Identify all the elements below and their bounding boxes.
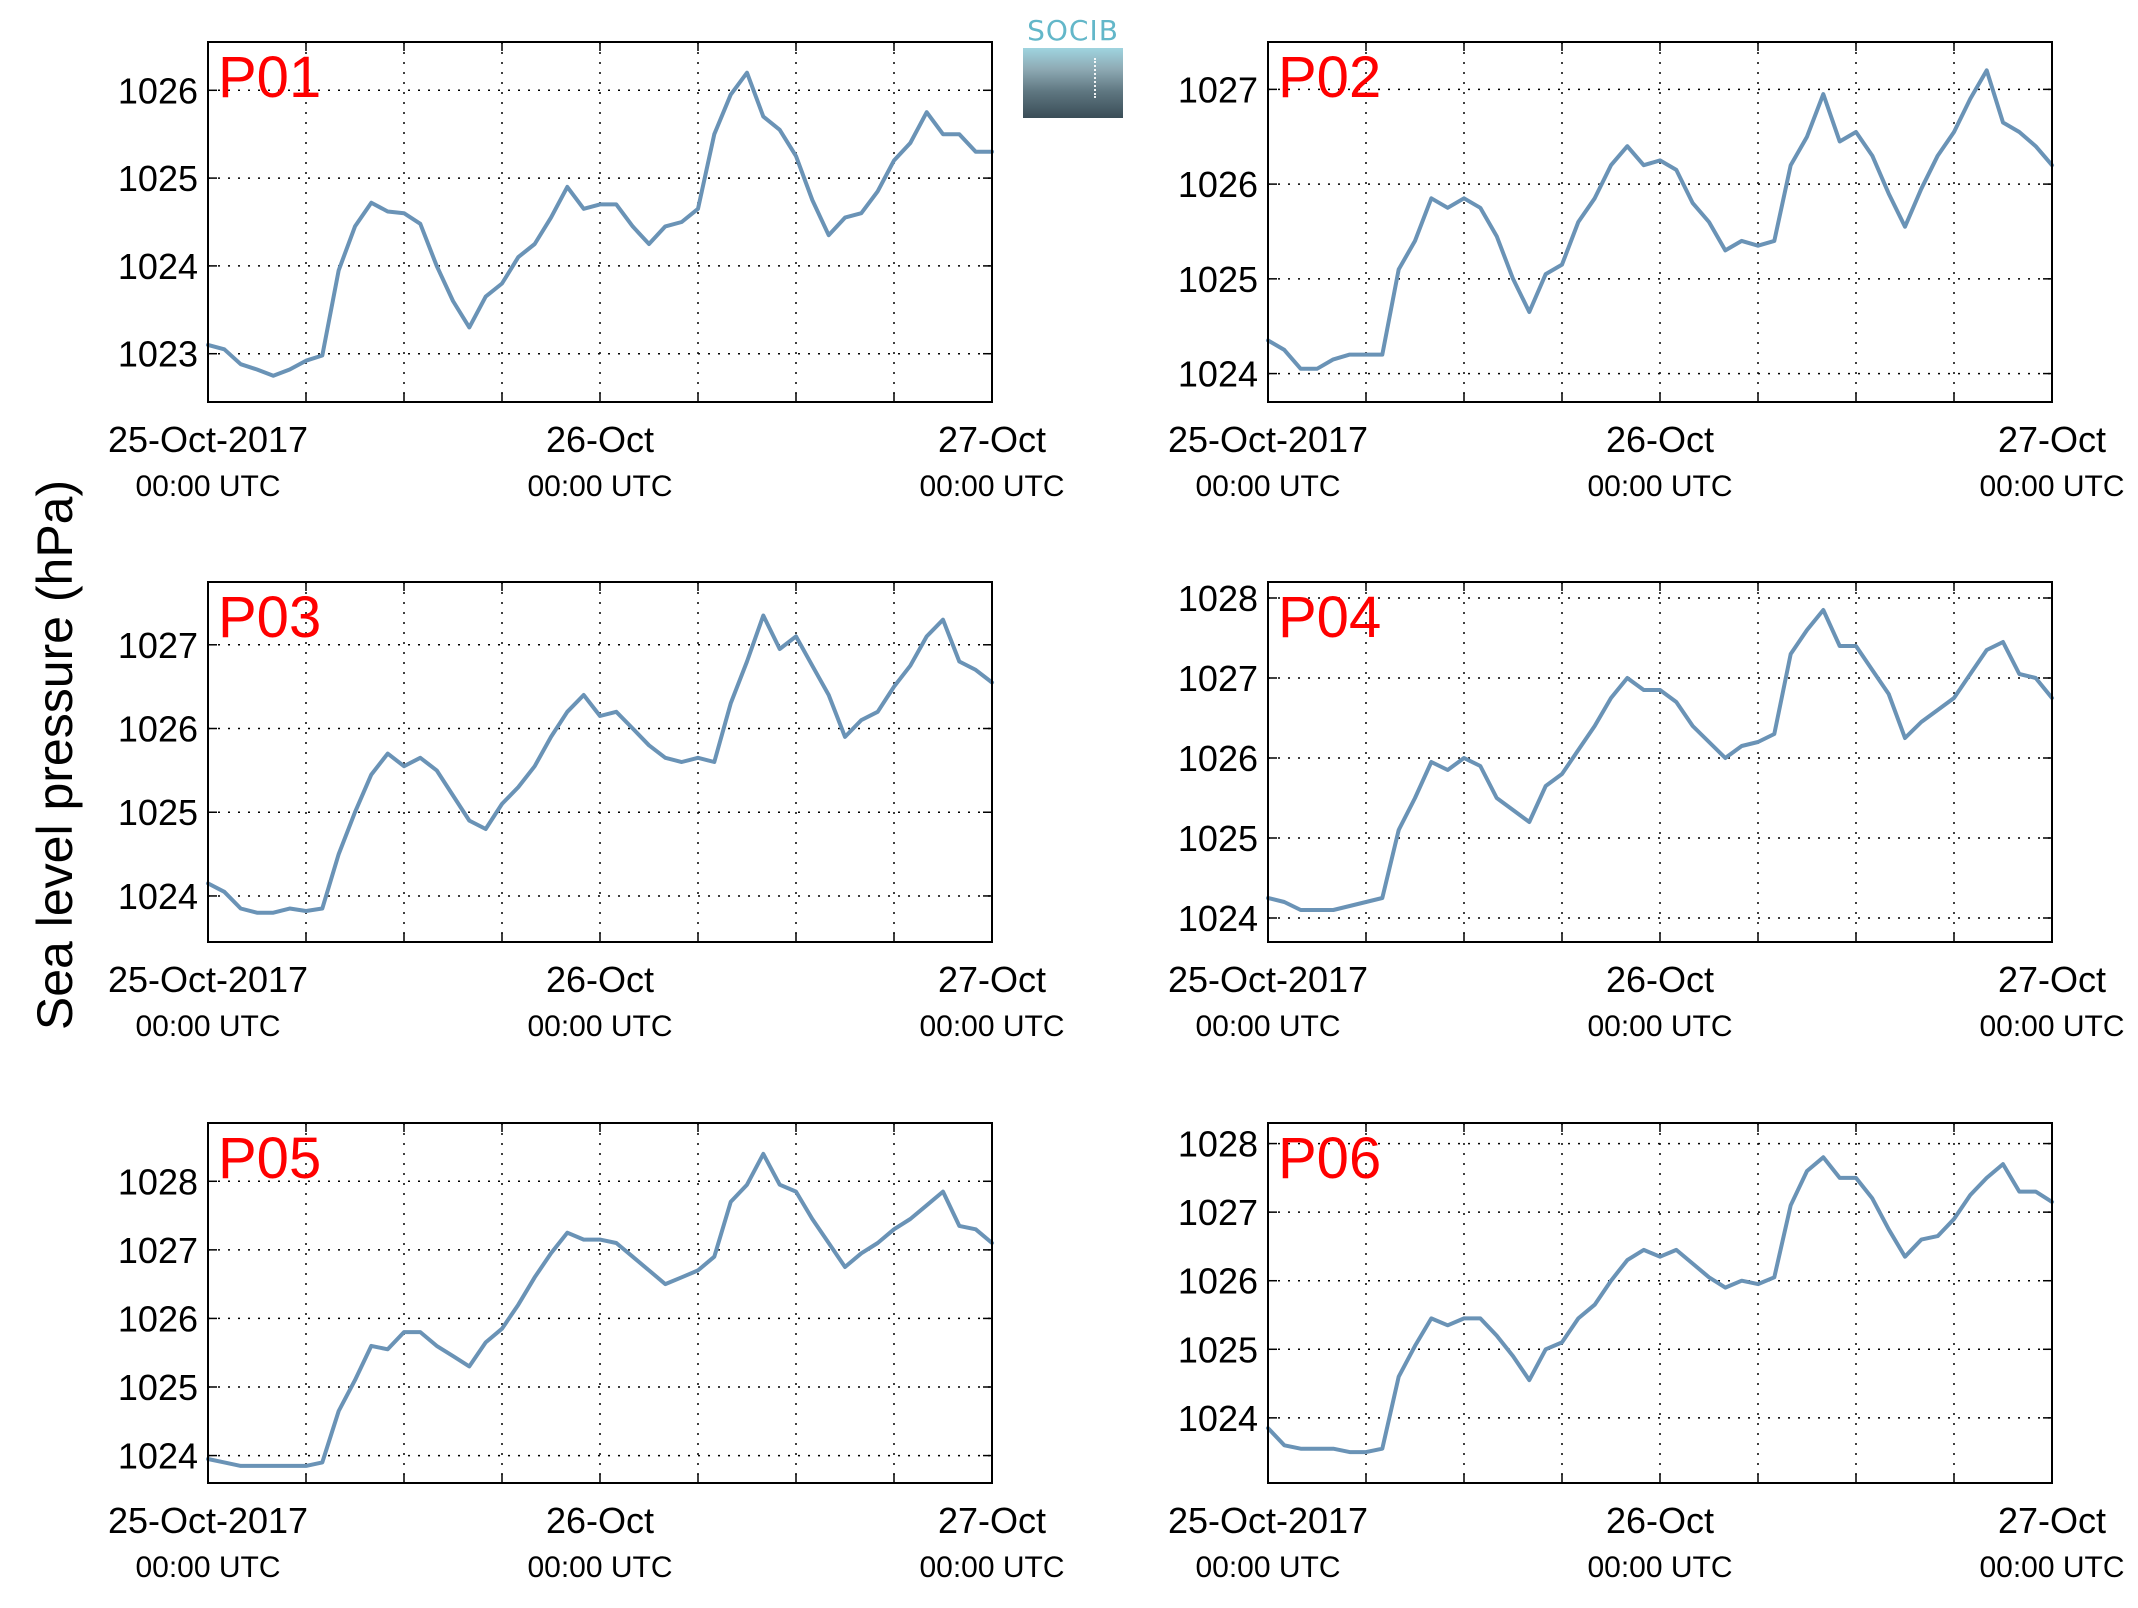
x-tick-sublabel: 00:00 UTC	[1979, 470, 2124, 503]
y-tick-label: 1028	[1178, 1124, 1258, 1165]
x-tick-label: 27-Oct	[1998, 1500, 2106, 1541]
x-tick-label: 26-Oct	[1606, 419, 1714, 460]
x-tick-sublabel: 00:00 UTC	[1195, 470, 1340, 503]
y-tick-label: 1027	[1178, 1192, 1258, 1233]
x-tick-label: 25-Oct-2017	[1168, 959, 1368, 1000]
panel-title: P06	[1278, 1126, 1381, 1191]
x-tick-sublabel: 00:00 UTC	[527, 1551, 672, 1584]
socib-logo: SOCIB	[1022, 14, 1124, 124]
y-tick-label: 1024	[1178, 1398, 1258, 1439]
panel-title: P02	[1278, 45, 1381, 110]
x-tick-sublabel: 00:00 UTC	[1979, 1551, 2124, 1584]
panel-title: P04	[1278, 585, 1381, 650]
y-tick-label: 1027	[118, 625, 198, 666]
socib-logo-mark	[1023, 48, 1123, 118]
y-tick-label: 1024	[1178, 898, 1258, 939]
y-tick-label: 1025	[1178, 818, 1258, 859]
data-line-p03	[206, 613, 994, 915]
y-tick-label: 1026	[1178, 164, 1258, 205]
panel-p04: 1024 1025 1026 1027 1028 25-Oct-2017 00:00 UTC…	[1168, 578, 2125, 1043]
y-tick-label: 1025	[118, 792, 198, 833]
y-tick-label: 1026	[1178, 738, 1258, 779]
plot-frame	[1267, 581, 2053, 943]
x-tick-label: 27-Oct	[938, 959, 1046, 1000]
x-tick-sublabel: 00:00 UTC	[135, 1551, 280, 1584]
x-tick-label: 25-Oct-2017	[1168, 1500, 1368, 1541]
x-tick-label: 26-Oct	[546, 419, 654, 460]
y-tick-label: 1027	[118, 1230, 198, 1271]
y-tick-label: 1028	[1178, 578, 1258, 619]
x-tick-label: 27-Oct	[1998, 419, 2106, 460]
x-tick-sublabel: 00:00 UTC	[1587, 1551, 1732, 1584]
data-line-p04	[1266, 608, 2054, 912]
socib-logo-dash	[1094, 58, 1096, 98]
x-tick-label: 25-Oct-2017	[108, 419, 308, 460]
data-line-p01	[206, 70, 994, 378]
x-tick-label: 25-Oct-2017	[1168, 419, 1368, 460]
x-tick-sublabel: 00:00 UTC	[135, 470, 280, 503]
y-tick-label: 1026	[118, 1298, 198, 1339]
plot-frame	[1267, 41, 2053, 403]
x-tick-sublabel: 00:00 UTC	[919, 470, 1064, 503]
y-tick-label: 1023	[118, 334, 198, 375]
x-tick-sublabel: 00:00 UTC	[527, 470, 672, 503]
y-tick-label: 1024	[118, 1436, 198, 1477]
panel-p05: 1024 1025 1026 1027 1028 25-Oct-2017 00:00 UTC…	[108, 1122, 1065, 1584]
y-tick-label: 1024	[118, 246, 198, 287]
x-tick-sublabel: 00:00 UTC	[527, 1010, 672, 1043]
x-tick-label: 26-Oct	[546, 1500, 654, 1541]
x-tick-label: 27-Oct	[938, 419, 1046, 460]
x-tick-sublabel: 00:00 UTC	[919, 1551, 1064, 1584]
y-tick-label: 1027	[1178, 658, 1258, 699]
panel-title: P01	[218, 45, 321, 110]
figure-y-axis-label: Sea level pressure (hPa)	[27, 480, 83, 1030]
x-tick-label: 27-Oct	[1998, 959, 2106, 1000]
y-tick-label: 1028	[118, 1161, 198, 1202]
y-tick-label: 1027	[1178, 69, 1258, 110]
x-tick-label: 26-Oct	[546, 959, 654, 1000]
plot-frame	[207, 581, 993, 943]
panel-p02: 1024 1025 1026 1027 25-Oct-2017 00:00 UTC 26-O…	[1168, 41, 2125, 503]
y-tick-label: 1024	[1178, 354, 1258, 395]
panel-p06: 1024 1025 1026 1027 1028 25-Oct-2017 00:00 UTC…	[1168, 1122, 2125, 1584]
x-tick-label: 26-Oct	[1606, 959, 1714, 1000]
panel-p03: 1024 1025 1026 1027 25-Oct-2017 00:00 UTC 26-O…	[108, 581, 1065, 1043]
data-line-p06	[1266, 1155, 2054, 1455]
x-tick-sublabel: 00:00 UTC	[1587, 1010, 1732, 1043]
plot-frame	[207, 41, 993, 403]
panel-title: P05	[218, 1126, 321, 1191]
y-tick-label: 1026	[118, 70, 198, 111]
y-tick-label: 1025	[118, 1367, 198, 1408]
x-tick-sublabel: 00:00 UTC	[1195, 1010, 1340, 1043]
data-line-p02	[1266, 68, 2054, 371]
y-tick-label: 1026	[118, 709, 198, 750]
x-tick-sublabel: 00:00 UTC	[1195, 1551, 1340, 1584]
panel-p01: 1023 1024 1025 1026 25-Oct-2017 00:00 UTC 26-O…	[108, 41, 1065, 503]
x-tick-sublabel: 00:00 UTC	[919, 1010, 1064, 1043]
x-tick-label: 27-Oct	[938, 1500, 1046, 1541]
data-line-p05	[206, 1151, 994, 1468]
y-tick-label: 1025	[1178, 259, 1258, 300]
y-tick-label: 1024	[118, 876, 198, 917]
x-tick-sublabel: 00:00 UTC	[135, 1010, 280, 1043]
x-tick-sublabel: 00:00 UTC	[1587, 470, 1732, 503]
plot-frame	[207, 1122, 993, 1484]
y-tick-label: 1025	[1178, 1329, 1258, 1370]
y-tick-label: 1026	[1178, 1261, 1258, 1302]
x-tick-sublabel: 00:00 UTC	[1979, 1010, 2124, 1043]
x-tick-label: 26-Oct	[1606, 1500, 1714, 1541]
socib-logo-text: SOCIB	[1027, 14, 1119, 47]
y-tick-label: 1025	[118, 158, 198, 199]
x-tick-label: 25-Oct-2017	[108, 1500, 308, 1541]
plot-frame	[1267, 1122, 2053, 1484]
panel-title: P03	[218, 585, 321, 650]
x-tick-label: 25-Oct-2017	[108, 959, 308, 1000]
